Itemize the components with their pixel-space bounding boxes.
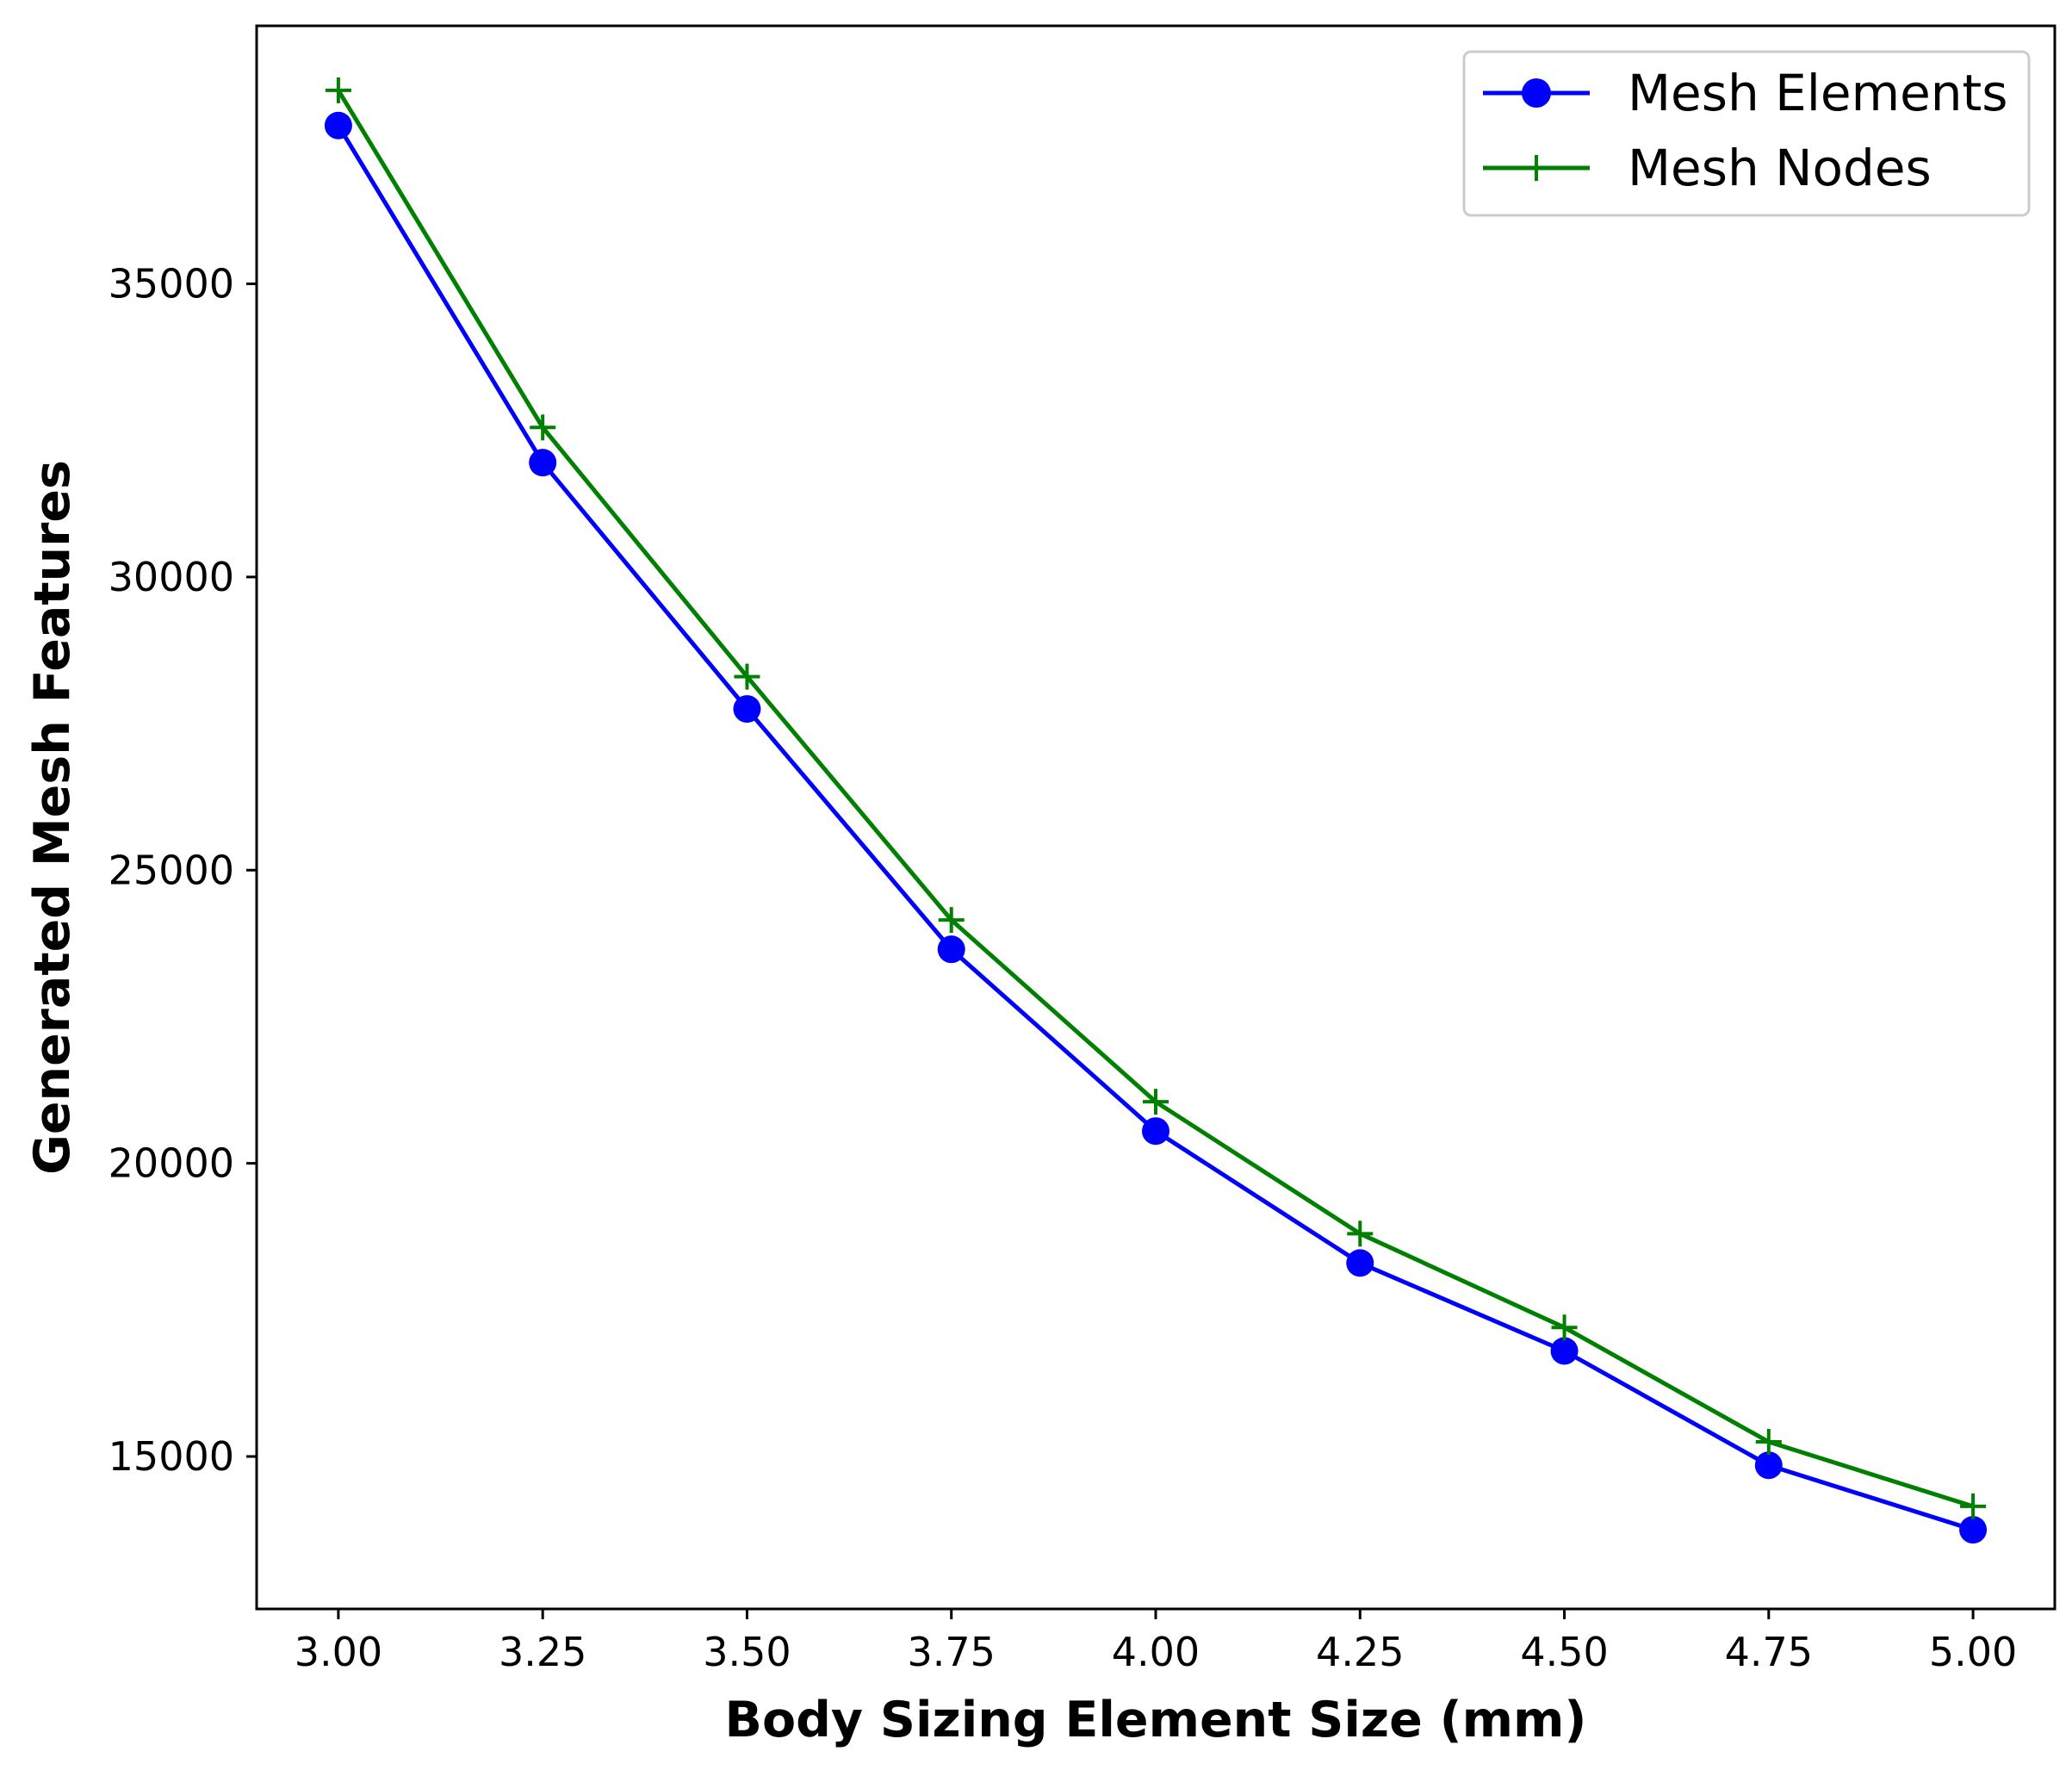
data-point [530,414,556,441]
legend-frame [1462,50,2031,217]
data-point [1550,1337,1579,1365]
x-tick-label: 4.25 [1316,1629,1404,1675]
x-tick-label: 3.25 [499,1629,586,1675]
data-point [324,111,352,140]
data-point [1960,1493,1987,1519]
y-axis: 15000 20000 25000 30000 35000 [109,261,257,1480]
x-tick-label: 5.00 [1929,1629,2017,1675]
legend-label: Mesh Elements [1628,64,2008,122]
series-1 [324,111,1988,1544]
legend-label: Mesh Nodes [1628,139,1932,197]
data-point [734,663,760,690]
data-point [1754,1451,1783,1480]
data-point [1551,1314,1578,1341]
data-point [529,449,557,477]
legend-item: Mesh Nodes [1483,139,1932,197]
data-point [1959,1516,1988,1544]
x-axis-title: Body Sizing Element Size (mm) [725,1692,1587,1748]
data-point [937,935,965,964]
data-point [325,77,351,103]
y-tick-label: 25000 [109,847,234,893]
x-tick-label: 4.00 [1112,1629,1200,1675]
x-tick-label: 4.75 [1725,1629,1813,1675]
data-point [1142,1117,1169,1146]
y-tick-label: 30000 [109,554,234,600]
data-point [733,695,761,724]
x-tick-label: 3.50 [703,1629,791,1675]
x-axis: 3.00 3.25 3.50 3.75 4.00 4.25 4.50 4.75 5.00 [295,1609,2017,1675]
y-tick-label: 20000 [109,1140,234,1187]
y-tick-label: 15000 [109,1433,234,1480]
y-tick-label: 35000 [109,261,234,307]
data-point [1755,1428,1782,1455]
x-tick-label: 3.75 [908,1629,996,1675]
series-layer [324,77,1988,1544]
data-point [1347,1220,1374,1247]
y-axis-title: Generated Mesh Features [24,460,81,1175]
series-2 [325,77,1987,1519]
data-point [1346,1249,1374,1277]
legend: Mesh Elements Mesh Nodes [1462,50,2031,217]
data-point [1143,1089,1169,1115]
legend-marker [1522,78,1551,108]
x-tick-label: 3.00 [295,1629,382,1675]
data-point [938,907,965,934]
legend-item: Mesh Elements [1483,64,2008,122]
x-tick-label: 4.50 [1520,1629,1608,1675]
